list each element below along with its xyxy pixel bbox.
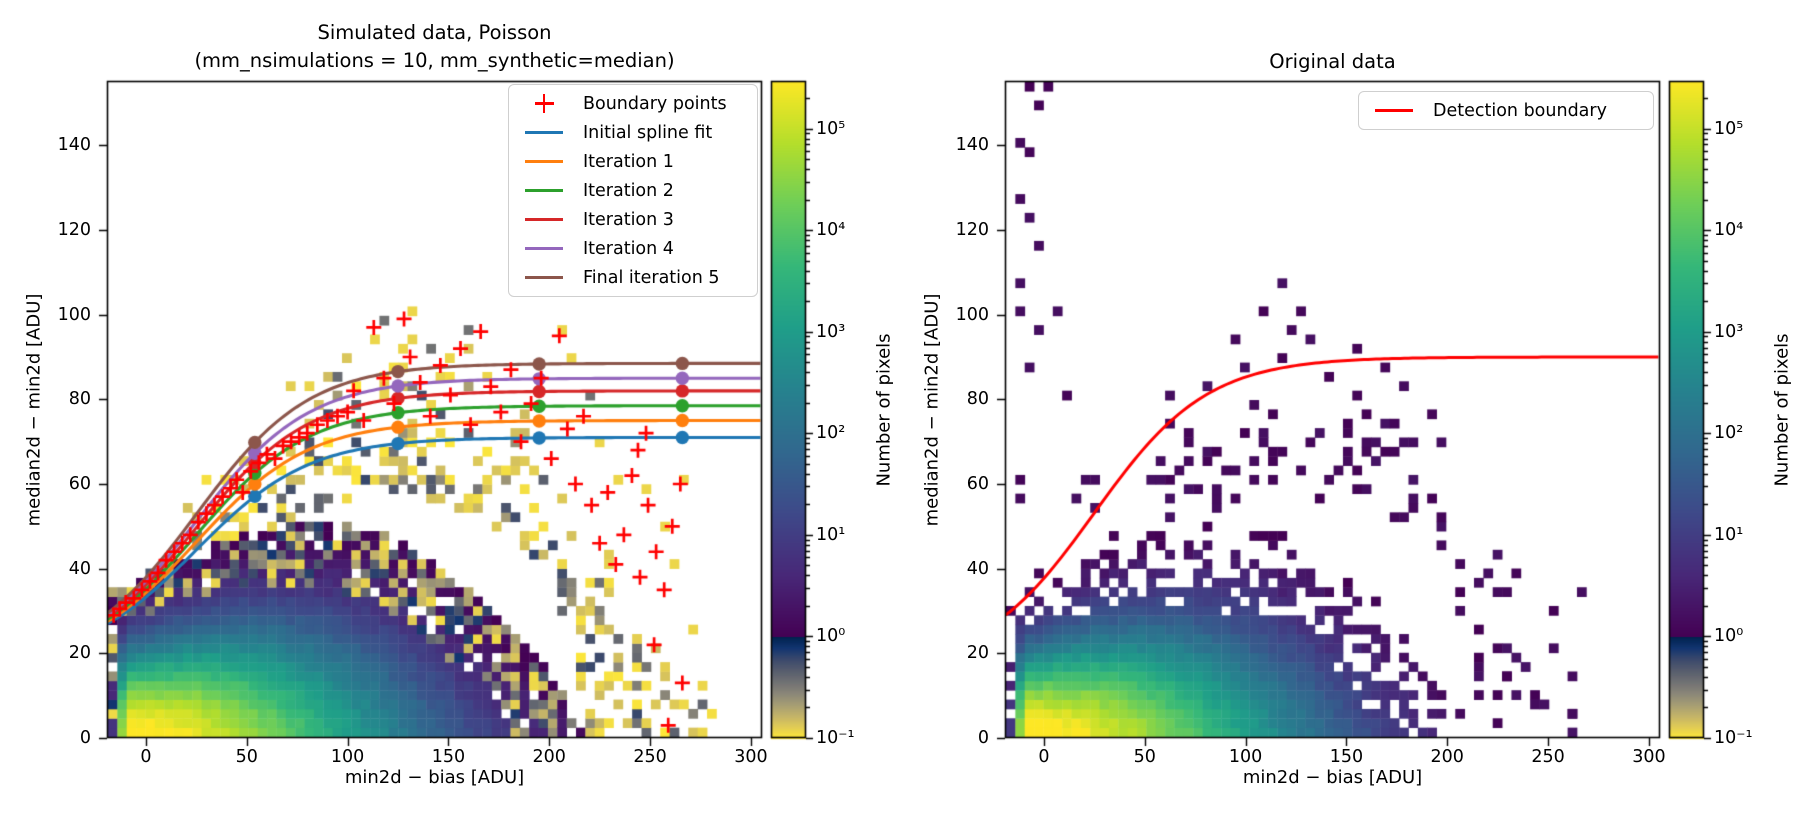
- right-xaxis-label: min2d − bias [ADU]: [1242, 767, 1423, 788]
- x-tick-label: 0: [140, 747, 152, 767]
- y-tick-label: 140: [955, 135, 989, 156]
- legend-item-boundary-points: Boundary points: [517, 89, 747, 118]
- left-legend: Boundary points Initial spline fit Itera…: [508, 84, 758, 297]
- colorbar-tick-label: 10⁰: [816, 626, 846, 647]
- colorbar-tick-label: 10⁵: [816, 118, 846, 139]
- legend-label: Boundary points: [583, 93, 727, 114]
- legend-label: Iteration 3: [583, 209, 674, 230]
- legend-item-detection-boundary: Detection boundary: [1367, 96, 1643, 125]
- plus-marker-icon: [517, 94, 571, 113]
- right-yaxis-label: median2d − min2d [ADU]: [921, 293, 943, 527]
- colorbar-tick-label: 10⁻¹: [816, 728, 855, 748]
- x-tick-label: 200: [1430, 747, 1464, 767]
- y-tick-label: 120: [57, 220, 91, 240]
- y-tick-label: 100: [57, 304, 91, 325]
- colorbar-tick-label: 10³: [1714, 321, 1744, 342]
- y-tick-label: 120: [955, 220, 989, 240]
- left-colorbar-label: Number of pixels: [873, 333, 895, 487]
- x-tick-label: 300: [734, 747, 768, 767]
- colorbar-tick-label: 10⁴: [1714, 220, 1744, 241]
- y-tick-label: 140: [57, 135, 91, 156]
- y-tick-label: 40: [966, 558, 989, 579]
- left-title-line1: Simulated data, Poisson: [317, 21, 552, 44]
- y-tick-label: 100: [955, 304, 989, 325]
- right-legend: Detection boundary: [1358, 91, 1654, 130]
- left-xaxis-label: min2d − bias [ADU]: [344, 767, 525, 788]
- left-title-line2: (mm_nsimulations = 10, mm_synthetic=medi…: [194, 48, 675, 72]
- legend-item-iteration-1: Iteration 1: [517, 147, 747, 176]
- colorbar-tick-label: 10²: [816, 423, 846, 444]
- right-colorbar-label: Number of pixels: [1771, 333, 1793, 487]
- legend-label: Iteration 1: [583, 151, 674, 172]
- colorbar-tick-label: 10³: [816, 321, 846, 342]
- legend-item-initial-spline: Initial spline fit: [517, 118, 747, 147]
- x-tick-label: 300: [1632, 747, 1666, 767]
- y-tick-label: 20: [68, 643, 91, 664]
- legend-label: Iteration 2: [583, 180, 674, 201]
- x-tick-label: 50: [235, 747, 258, 767]
- y-tick-label: 40: [68, 558, 91, 579]
- colorbar-tick-label: 10¹: [816, 524, 846, 545]
- legend-item-iteration-2: Iteration 2: [517, 176, 747, 205]
- y-tick-label: 0: [79, 728, 91, 748]
- left-panel-title: Simulated data, Poisson (mm_nsimulations…: [107, 19, 762, 74]
- x-tick-label: 100: [330, 747, 365, 767]
- y-tick-label: 80: [966, 389, 989, 410]
- x-tick-label: 250: [633, 747, 667, 767]
- line-sample-icon: [517, 217, 571, 222]
- colorbar-tick-label: 10¹: [1714, 524, 1744, 545]
- x-tick-label: 250: [1531, 747, 1565, 767]
- line-sample-icon: [517, 188, 571, 193]
- line-sample-icon: [517, 130, 571, 135]
- x-tick-label: 50: [1133, 747, 1156, 767]
- colorbar-tick-label: 10²: [1714, 423, 1744, 444]
- legend-label: Iteration 4: [583, 238, 674, 259]
- y-tick-label: 20: [966, 643, 989, 664]
- legend-label: Initial spline fit: [583, 122, 713, 143]
- y-tick-label: 60: [68, 474, 91, 494]
- x-tick-label: 100: [1228, 747, 1263, 767]
- x-tick-label: 0: [1038, 747, 1050, 767]
- legend-item-iteration-3: Iteration 3: [517, 205, 747, 234]
- line-sample-icon: [1367, 108, 1421, 113]
- legend-item-iteration-4: Iteration 4: [517, 234, 747, 263]
- x-tick-label: 200: [532, 747, 566, 767]
- y-tick-label: 60: [966, 474, 989, 494]
- line-sample-icon: [517, 275, 571, 280]
- line-sample-icon: [517, 246, 571, 251]
- legend-label: Final iteration 5: [583, 267, 720, 288]
- legend-label: Detection boundary: [1433, 100, 1607, 121]
- colorbar-tick-label: 10⁴: [816, 220, 846, 241]
- colorbar-tick-label: 10⁻¹: [1714, 728, 1753, 748]
- right-panel-title: Original data: [1269, 50, 1396, 73]
- legend-item-final-iteration-5: Final iteration 5: [517, 263, 747, 292]
- left-yaxis-label: median2d − min2d [ADU]: [23, 293, 45, 527]
- x-tick-label: 150: [1329, 747, 1364, 767]
- y-tick-label: 80: [68, 389, 91, 410]
- colorbar-tick-label: 10⁰: [1714, 626, 1744, 647]
- y-tick-label: 0: [977, 728, 989, 748]
- colorbar-tick-label: 10⁵: [1714, 118, 1744, 139]
- line-sample-icon: [517, 159, 571, 164]
- x-tick-label: 150: [431, 747, 466, 767]
